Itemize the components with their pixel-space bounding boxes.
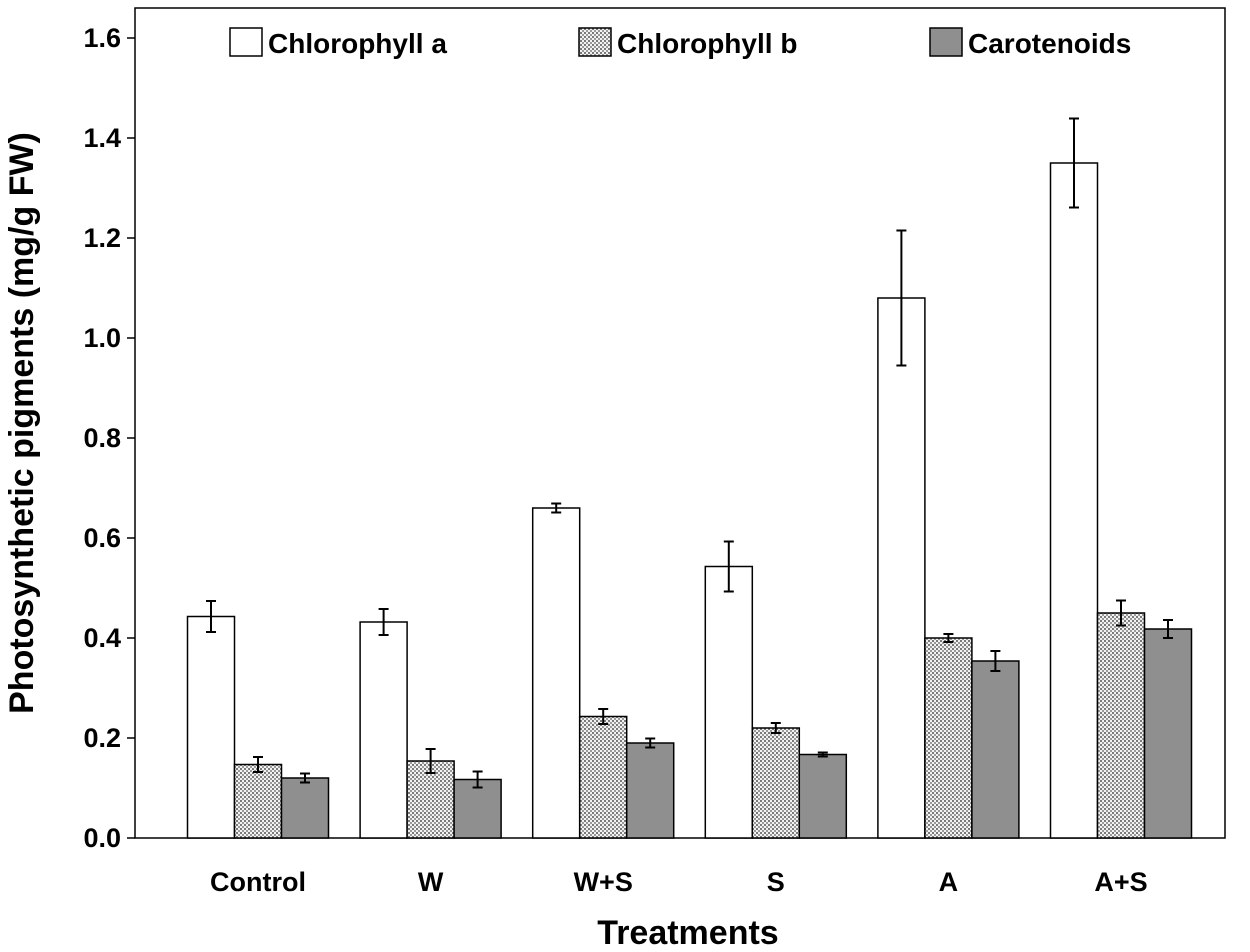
bar-chlorophyll-a	[359, 621, 408, 839]
y-tick-label: 1.0	[83, 323, 121, 353]
error-bars	[206, 117, 1173, 789]
y-tick-label: 1.4	[83, 123, 121, 153]
x-axis: Control W W+S S A A+S	[210, 867, 1148, 897]
bar-carotenoids	[971, 660, 1020, 839]
y-tick-label: 0.4	[83, 623, 121, 653]
bar-carotenoids	[798, 753, 848, 839]
bar-chlorophyll-b	[1096, 612, 1146, 839]
y-tick-label: 0.6	[83, 523, 121, 553]
legend-swatch	[929, 27, 963, 57]
y-tick-label: 1.2	[83, 223, 121, 253]
y-axis: 0.0 0.2 0.4 0.6 0.8 1.0 1.2 1.4 1.6	[83, 23, 135, 853]
legend-label: Chlorophyll b	[617, 28, 797, 59]
x-tick-label: Control	[210, 867, 306, 897]
legend: Chlorophyll a Chlorophyll b Carotenoids	[229, 27, 1131, 59]
x-tick-label: W+S	[574, 867, 633, 897]
bar-chlorophyll-a	[704, 565, 754, 839]
legend-label: Chlorophyll a	[268, 28, 447, 59]
bar-carotenoids	[1143, 628, 1193, 839]
y-tick-label: 1.6	[83, 23, 121, 53]
x-tick-label: S	[767, 867, 785, 897]
bar-chlorophyll-a	[877, 297, 926, 839]
bar-carotenoids	[625, 742, 675, 839]
bars	[186, 162, 1193, 839]
x-tick-label: W	[418, 867, 444, 897]
plot-area	[134, 7, 1226, 839]
legend-swatch	[578, 27, 612, 57]
bar-chlorophyll-a	[531, 507, 581, 839]
y-axis-title: Photosynthetic pigments (mg/g FW)	[3, 132, 41, 714]
bar-chlorophyll-b	[406, 760, 455, 839]
bar-carotenoids	[280, 777, 330, 839]
y-tick-label: 0.0	[83, 823, 121, 853]
legend-label: Carotenoids	[968, 28, 1131, 59]
x-axis-title: Treatments	[597, 914, 778, 952]
bar-chlorophyll-a	[186, 615, 236, 839]
x-tick-label: A+S	[1094, 867, 1147, 897]
bar-chlorophyll-b	[751, 727, 801, 839]
y-tick-label: 0.2	[83, 723, 121, 753]
legend-swatch	[229, 27, 263, 57]
bar-chlorophyll-a	[1049, 162, 1099, 839]
bar-chlorophyll-b	[924, 637, 973, 839]
bar-chlorophyll-b	[233, 763, 283, 839]
y-tick-label: 0.8	[83, 423, 121, 453]
bar-chlorophyll-b	[578, 715, 628, 839]
x-tick-label: A	[939, 867, 959, 897]
